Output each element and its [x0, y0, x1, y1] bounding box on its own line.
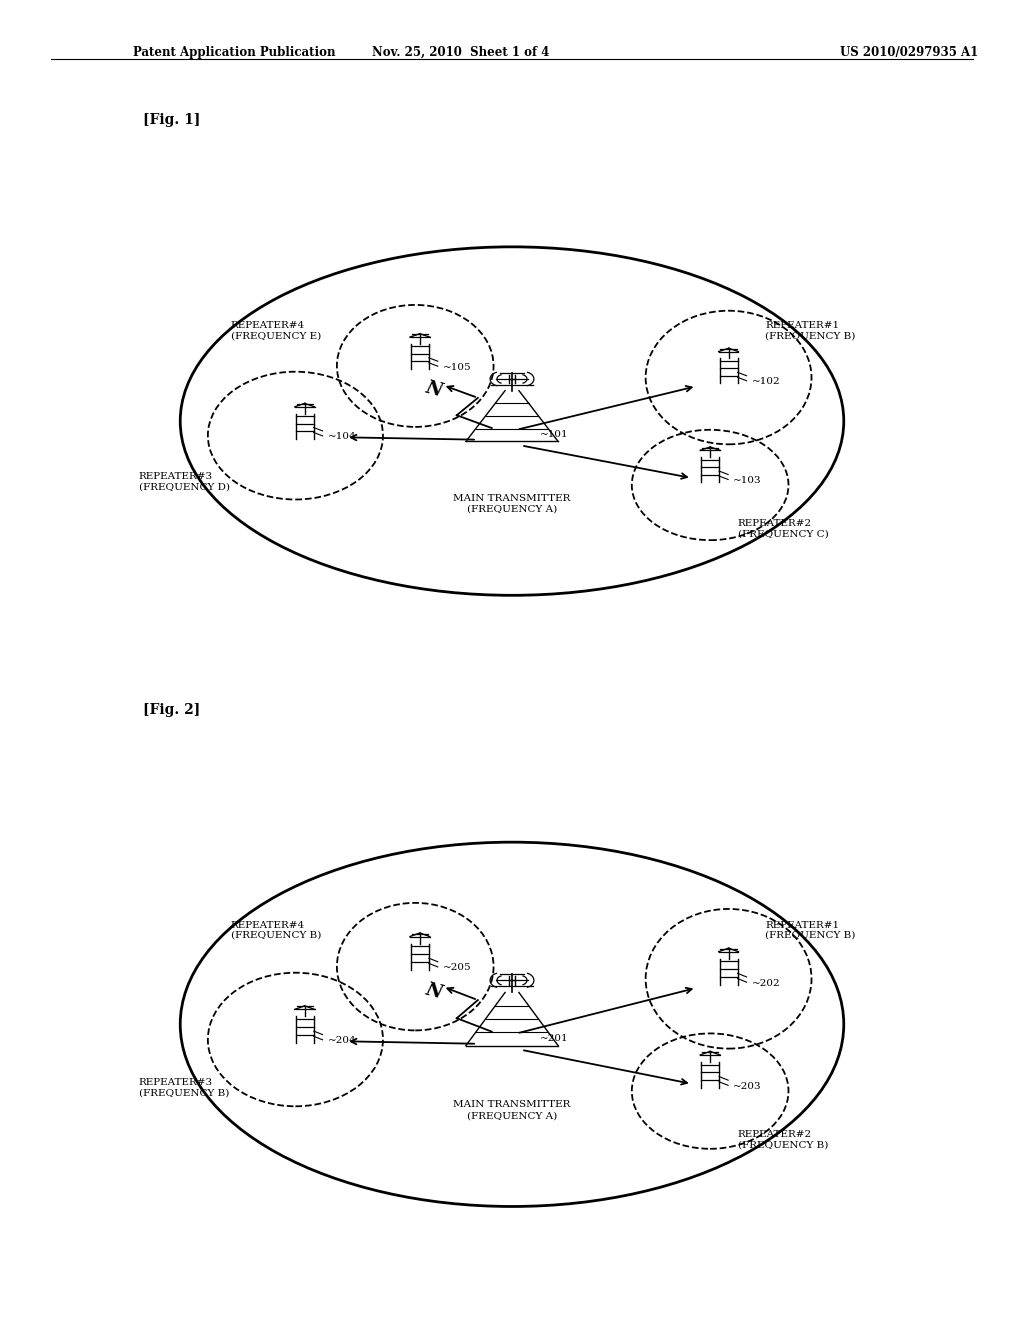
Text: US 2010/0297935 A1: US 2010/0297935 A1: [840, 46, 978, 59]
Text: [Fig. 2]: [Fig. 2]: [143, 702, 201, 717]
Text: ~201: ~201: [540, 1034, 568, 1043]
Text: REPEATER#3
(FREQUENCY B): REPEATER#3 (FREQUENCY B): [139, 1078, 229, 1098]
Text: REPEATER#2
(FREQUENCY B): REPEATER#2 (FREQUENCY B): [737, 1130, 828, 1150]
Text: REPEATER#1
(FREQUENCY B): REPEATER#1 (FREQUENCY B): [766, 920, 856, 940]
Text: REPEATER#2
(FREQUENCY C): REPEATER#2 (FREQUENCY C): [737, 519, 828, 539]
Text: ~103: ~103: [733, 475, 762, 484]
Text: [Fig. 1]: [Fig. 1]: [143, 114, 201, 127]
Text: ~105: ~105: [443, 363, 471, 371]
Text: ~205: ~205: [443, 964, 471, 973]
Text: N: N: [423, 379, 444, 400]
Text: ~203: ~203: [733, 1082, 762, 1090]
Text: ~202: ~202: [752, 978, 780, 987]
Text: Patent Application Publication: Patent Application Publication: [133, 46, 336, 59]
Text: REPEATER#4
(FREQUENCY B): REPEATER#4 (FREQUENCY B): [231, 920, 322, 940]
Text: ~204: ~204: [328, 1036, 356, 1045]
Text: Nov. 25, 2010  Sheet 1 of 4: Nov. 25, 2010 Sheet 1 of 4: [372, 46, 550, 59]
Text: REPEATER#4
(FREQUENCY E): REPEATER#4 (FREQUENCY E): [231, 321, 322, 341]
Text: MAIN TRANSMITTER
(FREQUENCY A): MAIN TRANSMITTER (FREQUENCY A): [454, 494, 570, 513]
Text: N: N: [423, 979, 444, 1002]
Text: REPEATER#3
(FREQUENCY D): REPEATER#3 (FREQUENCY D): [139, 473, 229, 492]
Text: ~104: ~104: [328, 432, 356, 441]
Text: MAIN TRANSMITTER
(FREQUENCY A): MAIN TRANSMITTER (FREQUENCY A): [454, 1101, 570, 1121]
Text: ~101: ~101: [540, 429, 568, 438]
Text: ~102: ~102: [752, 378, 780, 385]
Text: REPEATER#1
(FREQUENCY B): REPEATER#1 (FREQUENCY B): [766, 321, 856, 341]
